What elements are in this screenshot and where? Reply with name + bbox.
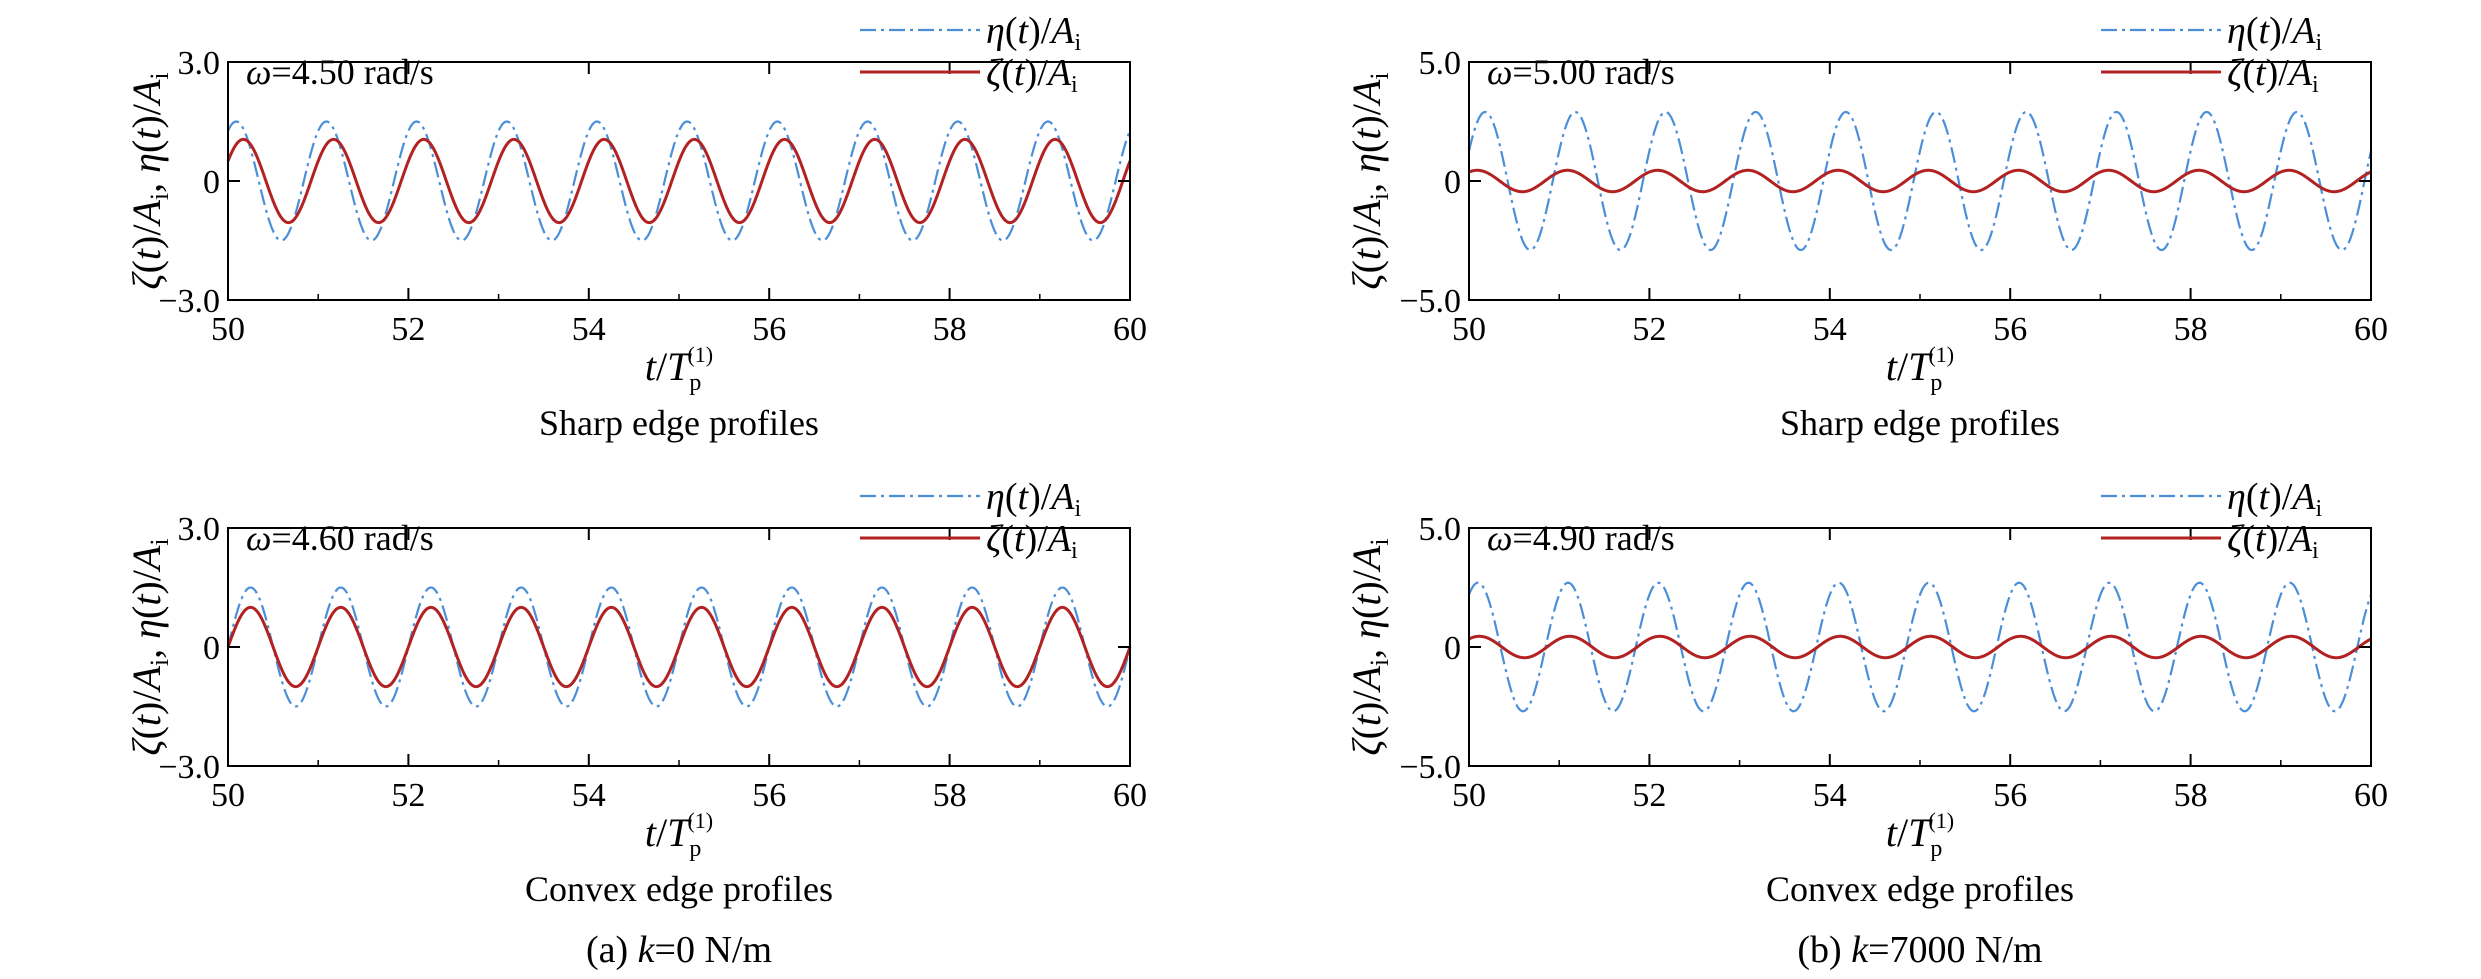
y-axis-label: ζ(t)/Ai, η(t)/Ai [124, 538, 174, 755]
x-tick-label: 60 [2354, 311, 2388, 348]
y-tick-label: 3.0 [178, 511, 221, 548]
x-tick-label: 50 [211, 777, 245, 814]
x-axis-label: t/Tp(1) [645, 808, 713, 862]
x-tick-label: 50 [1452, 777, 1486, 814]
x-axis-label: t/Tp(1) [645, 342, 713, 396]
x-tick-label: 54 [1813, 311, 1847, 348]
y-tick-label: 0 [203, 630, 220, 667]
series-line-eta [226, 586, 1132, 708]
series-line-eta [1467, 110, 2373, 252]
x-tick-label: 54 [572, 311, 606, 348]
x-tick-label: 54 [1813, 777, 1847, 814]
legend-label-zeta: ζ(t)/Ai [986, 518, 1078, 564]
legend-label-zeta: ζ(t)/Ai [2227, 518, 2319, 564]
x-tick-label: 60 [1113, 311, 1147, 348]
x-tick-label: 58 [933, 311, 967, 348]
legend-label-eta: η(t)/Ai [986, 10, 1082, 56]
y-tick-label: 5.0 [1419, 511, 1462, 548]
series-line-eta [1467, 581, 2373, 713]
chart-panel-2: 50 52 54 56 58 60 5.0 0 −5.0ζ(t)/Ai, η(t)/Ai t/Tp… [1344, 10, 2388, 443]
x-tick-label: 52 [391, 777, 425, 814]
chart-panel-1: 50 52 54 56 58 60 3.0 0 −3.0ζ(t)/Ai, η(t)/Ai t/Tp… [124, 10, 1147, 443]
y-tick-label: −3.0 [158, 749, 220, 786]
panel-subtitle: Convex edge profiles [1766, 869, 2074, 909]
y-tick-label: −3.0 [158, 283, 220, 320]
x-tick-label: 50 [211, 311, 245, 348]
x-tick-label: 60 [2354, 777, 2388, 814]
series-line-zeta [1468, 168, 2372, 194]
plot-frame [1468, 527, 2372, 767]
y-tick-label: 0 [1444, 164, 1461, 201]
caption-right: (b) k=7000 N/m [1797, 929, 2042, 971]
series-line-eta [227, 120, 1132, 242]
panel-subtitle: Sharp edge profiles [1780, 403, 2060, 443]
series-line-zeta [226, 605, 1132, 689]
x-axis-label: t/Tp(1) [1886, 808, 1954, 862]
chart-panel-4: 50 52 54 56 58 60 5.0 0 −5.0ζ(t)/Ai, η(t)/Ai t/Tp… [1344, 476, 2388, 909]
x-tick-label: 60 [1113, 777, 1147, 814]
omega-annotation: ω=5.00 rad/s [1487, 52, 1675, 92]
y-axis-label: ζ(t)/Ai, η(t)/Ai [1344, 538, 1394, 755]
x-tick-label: 56 [1993, 777, 2027, 814]
x-tick-label: 56 [752, 777, 786, 814]
legend-label-eta: η(t)/Ai [986, 476, 1082, 522]
legend-label-eta: η(t)/Ai [2227, 476, 2323, 522]
plot-frame [1468, 61, 2372, 301]
legend-label-zeta: ζ(t)/Ai [986, 52, 1078, 98]
series-line-zeta [226, 137, 1132, 225]
y-tick-label: 5.0 [1419, 45, 1462, 82]
x-tick-label: 50 [1452, 311, 1486, 348]
x-axis-label: t/Tp(1) [1886, 342, 1954, 396]
omega-annotation: ω=4.60 rad/s [246, 518, 434, 558]
legend-label-eta: η(t)/Ai [2227, 10, 2323, 56]
y-axis-label: ζ(t)/Ai, η(t)/Ai [124, 72, 174, 289]
x-tick-label: 56 [1993, 311, 2027, 348]
x-tick-label: 58 [2174, 311, 2208, 348]
caption-left: (a) k=0 N/m [586, 929, 772, 971]
y-tick-label: −5.0 [1399, 283, 1461, 320]
y-axis-label: ζ(t)/Ai, η(t)/Ai [1344, 72, 1394, 289]
x-tick-label: 56 [752, 311, 786, 348]
omega-annotation: ω=4.90 rad/s [1487, 518, 1675, 558]
series-line-zeta [1468, 634, 2372, 660]
x-tick-label: 58 [933, 777, 967, 814]
omega-annotation: ω=4.50 rad/s [246, 52, 434, 92]
x-tick-label: 54 [572, 777, 606, 814]
y-tick-label: 0 [203, 164, 220, 201]
panel-subtitle: Sharp edge profiles [539, 403, 819, 443]
chart-panel-3: 50 52 54 56 58 60 3.0 0 −3.0ζ(t)/Ai, η(t)/Ai t/Tp… [124, 476, 1147, 909]
legend-label-zeta: ζ(t)/Ai [2227, 52, 2319, 98]
x-tick-label: 52 [1632, 311, 1666, 348]
panel-subtitle: Convex edge profiles [525, 869, 833, 909]
x-tick-label: 52 [1632, 777, 1666, 814]
y-tick-label: 3.0 [178, 45, 221, 82]
x-tick-label: 58 [2174, 777, 2208, 814]
y-tick-label: 0 [1444, 630, 1461, 667]
plot-frame [227, 61, 1131, 301]
y-tick-label: −5.0 [1399, 749, 1461, 786]
x-tick-label: 52 [391, 311, 425, 348]
